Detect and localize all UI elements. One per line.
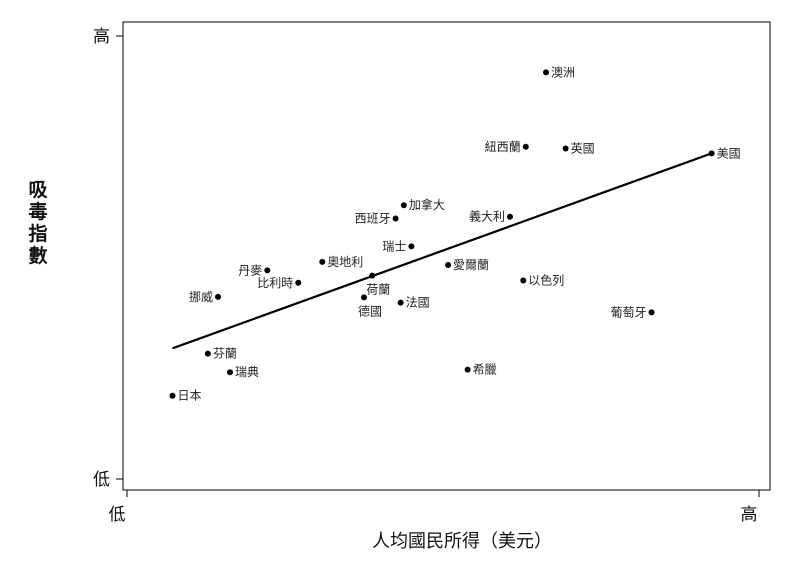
point-label: 荷蘭 bbox=[366, 283, 390, 297]
axes: 低高低高 bbox=[93, 27, 760, 525]
point-label: 愛爾蘭 bbox=[453, 258, 489, 272]
data-point bbox=[708, 150, 715, 157]
data-point bbox=[408, 243, 415, 250]
plot-frame bbox=[122, 21, 771, 491]
data-point bbox=[369, 272, 376, 279]
data-point bbox=[464, 366, 471, 373]
data-point bbox=[319, 258, 326, 265]
point-label: 葡萄牙 bbox=[611, 305, 647, 319]
data-point bbox=[543, 69, 550, 76]
data-point bbox=[169, 392, 176, 399]
data-point bbox=[264, 267, 271, 274]
data-point bbox=[215, 293, 222, 300]
x-axis-title: 人均國民所得（美元） bbox=[372, 531, 552, 552]
trendline-group bbox=[172, 152, 712, 350]
data-point bbox=[392, 215, 399, 222]
point-label: 芬蘭 bbox=[213, 347, 237, 361]
point-label: 奧地利 bbox=[327, 255, 363, 269]
y-axis-title: 吸毒指數 bbox=[28, 179, 48, 267]
point-label: 加拿大 bbox=[409, 197, 445, 212]
x-tick-label: 低 bbox=[109, 505, 126, 525]
y-tick-label: 高 bbox=[93, 27, 110, 47]
trendline bbox=[172, 152, 712, 350]
data-point bbox=[361, 294, 367, 301]
data-point bbox=[562, 145, 569, 152]
data-point bbox=[295, 279, 302, 286]
plot-border bbox=[122, 21, 771, 491]
data-point bbox=[397, 299, 404, 306]
point-label: 西班牙 bbox=[355, 212, 391, 226]
data-point bbox=[648, 309, 655, 316]
y-tick-label: 低 bbox=[93, 470, 110, 490]
data-point bbox=[520, 277, 527, 284]
point-label: 紐西蘭 bbox=[485, 140, 521, 154]
point-label: 希臘 bbox=[473, 362, 497, 377]
point-label: 丹麥 bbox=[238, 263, 262, 277]
data-point bbox=[227, 369, 234, 376]
data-point bbox=[400, 202, 407, 209]
point-label: 美國 bbox=[717, 146, 741, 160]
point-label: 日本 bbox=[178, 389, 202, 403]
data-point bbox=[204, 350, 211, 357]
point-label: 英國 bbox=[571, 142, 595, 156]
data-point bbox=[522, 143, 529, 150]
point-label: 澳洲 bbox=[551, 65, 575, 79]
point-label: 義大利 bbox=[469, 209, 505, 224]
point-label: 挪威 bbox=[189, 290, 213, 304]
point-label: 瑞士 bbox=[382, 239, 406, 253]
point-label: 比利時 bbox=[257, 276, 293, 290]
point-label: 瑞典 bbox=[235, 365, 259, 379]
data-point bbox=[506, 213, 513, 220]
point-label: 法國 bbox=[406, 296, 430, 310]
point-label: 德國 bbox=[358, 303, 382, 318]
x-tick-label: 高 bbox=[741, 505, 758, 525]
point-label: 以色列 bbox=[528, 274, 564, 288]
data-point bbox=[445, 262, 452, 269]
